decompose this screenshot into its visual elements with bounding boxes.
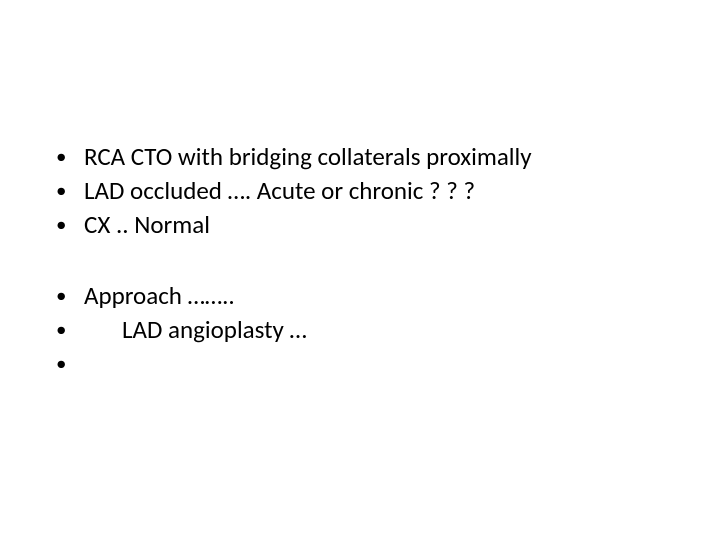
bullet-icon: • [50, 140, 84, 170]
bullet-text: CX .. Normal [84, 208, 670, 242]
bullet-item: • LAD occluded …. Acute or chronic ? ? ? [50, 174, 670, 208]
bullet-item: • CX .. Normal [50, 208, 670, 242]
bullet-group-2: • Approach …….. • LAD angioplasty … • [50, 279, 670, 377]
bullet-icon: • [50, 313, 84, 343]
bullet-item: • LAD angioplasty … [50, 313, 670, 347]
bullet-text: Approach …….. [84, 279, 670, 313]
slide-body: • RCA CTO with bridging collaterals prox… [0, 0, 720, 377]
bullet-item: • [50, 347, 670, 377]
bullet-text: LAD occluded …. Acute or chronic ? ? ? [84, 174, 670, 208]
bullet-icon: • [50, 347, 84, 377]
bullet-text: RCA CTO with bridging collaterals proxim… [84, 140, 670, 174]
bullet-icon: • [50, 279, 84, 309]
bullet-item: • RCA CTO with bridging collaterals prox… [50, 140, 670, 174]
bullet-item: • Approach …….. [50, 279, 670, 313]
bullet-text: LAD angioplasty … [84, 313, 670, 347]
bullet-icon: • [50, 174, 84, 204]
bullet-icon: • [50, 208, 84, 238]
bullet-group-1: • RCA CTO with bridging collaterals prox… [50, 140, 670, 241]
